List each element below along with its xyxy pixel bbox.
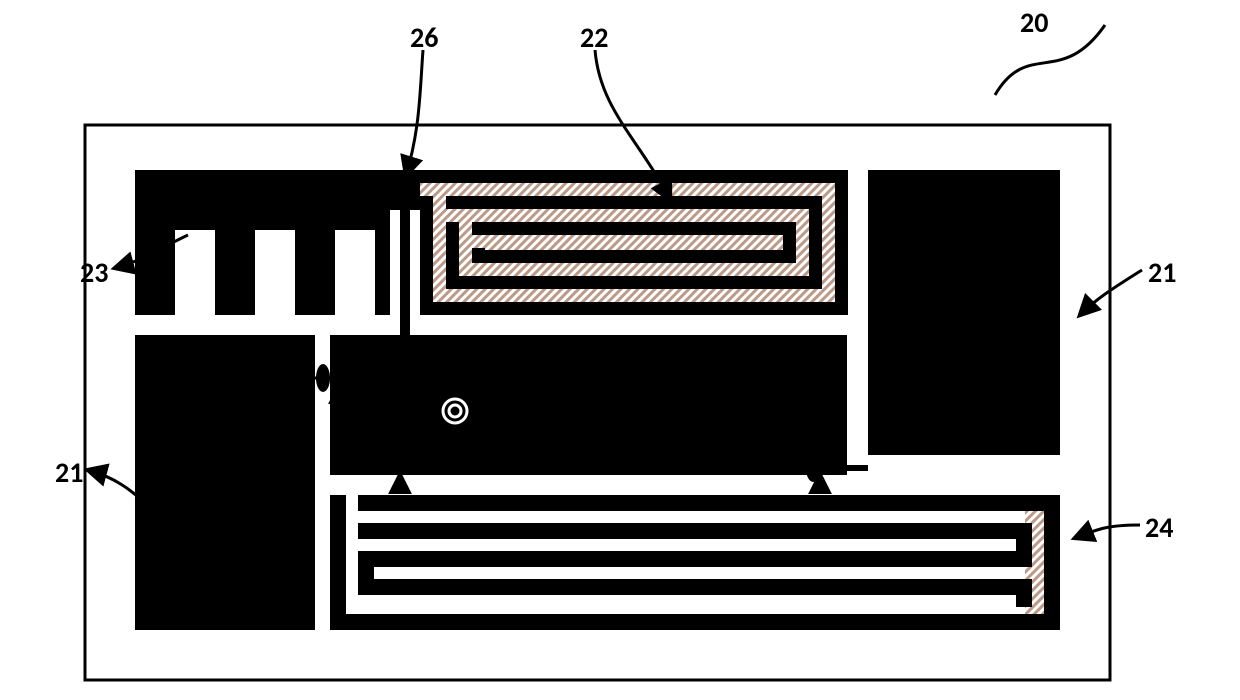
- finger-2: [295, 210, 335, 315]
- block-center: [330, 335, 847, 475]
- block-21-right: [868, 170, 1060, 455]
- label-23: 23: [80, 255, 108, 290]
- label-25a: 25: [330, 400, 352, 427]
- stub-26: [400, 195, 410, 335]
- finger-3: [375, 210, 390, 315]
- label-20: 20: [1020, 5, 1048, 40]
- label-21-left: 21: [55, 455, 83, 490]
- label-21-right: 21: [1148, 255, 1176, 290]
- finger-1: [215, 210, 255, 315]
- label-22: 22: [580, 20, 608, 55]
- label-24: 24: [1145, 510, 1173, 545]
- meander-24: [330, 495, 1060, 630]
- label-25b: 25: [810, 490, 832, 517]
- finger-0: [135, 210, 175, 315]
- label-26: 26: [410, 20, 438, 55]
- leader-5: [1075, 525, 1140, 538]
- block-21-left: [135, 335, 315, 630]
- leader-0: [406, 50, 423, 175]
- curly-20: [995, 25, 1105, 95]
- label-6: 6: [408, 490, 419, 517]
